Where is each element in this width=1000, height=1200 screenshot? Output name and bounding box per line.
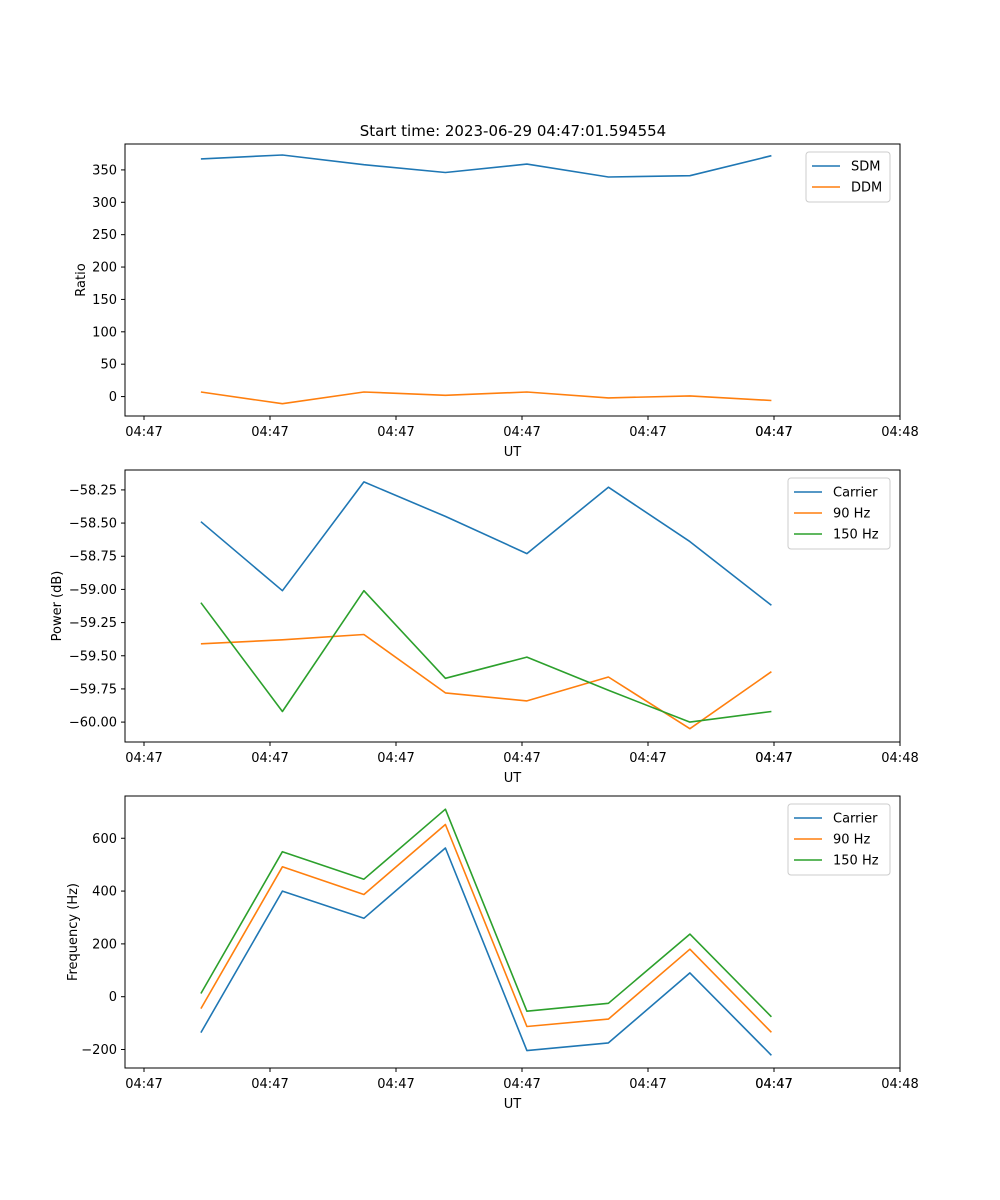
y-tick-label: 0: [109, 390, 117, 405]
plot-frame: [124, 795, 901, 1069]
y-tick-label: −58.50: [69, 517, 117, 532]
x-tick-label: 04:47: [377, 425, 414, 440]
y-tick-label: −200: [81, 1043, 117, 1058]
y-tick-label: 350: [92, 163, 117, 178]
y-tick-label: 600: [92, 832, 117, 847]
y-tick-label: 200: [92, 261, 117, 276]
y-tick-label: 50: [100, 358, 117, 373]
y-axis-label: Frequency (Hz): [66, 883, 81, 981]
x-tick-label: 04:47: [125, 751, 162, 766]
x-tick-label: 04:47: [755, 751, 792, 766]
y-tick-label: 150: [92, 293, 117, 308]
y-tick-label: 100: [92, 325, 117, 340]
legend-label: Carrier: [833, 812, 878, 827]
x-tick-label: 04:47: [755, 751, 792, 766]
x-tick-label: 04:47: [503, 1077, 540, 1092]
legend-label: 90 Hz: [833, 507, 870, 522]
legend: Carrier 90 Hz 150 Hz: [787, 477, 891, 550]
series-line-sdm: [200, 154, 772, 178]
legend-box: [787, 477, 891, 550]
y-tick-label: −60.00: [69, 716, 117, 731]
legend-label: 150 Hz: [833, 528, 879, 543]
x-tick-label: 04:48: [881, 1077, 918, 1092]
series-line-90-hz: [200, 823, 772, 1033]
x-tick-label: 04:47: [503, 751, 540, 766]
y-tick-label: 0: [109, 990, 117, 1005]
legend-label: DDM: [851, 181, 882, 196]
y-tick-label: −59.50: [69, 649, 117, 664]
series-line-carrier: [200, 481, 772, 606]
x-tick-label: 04:47: [251, 425, 288, 440]
x-tick-label: 04:47: [125, 1077, 162, 1092]
series-line-150-hz: [200, 808, 772, 1018]
plot-frame: [124, 469, 901, 743]
x-axis-label: UT: [504, 1097, 522, 1112]
figure-title: Start time: 2023-06-29 04:47:01.594554: [360, 122, 666, 140]
charts-container: 04:47 04:47 04:47 04:47 04:47 04:47 04:47 04:48…: [50, 143, 919, 1112]
legend: Carrier 90 Hz 150 Hz: [787, 803, 891, 876]
series-line-ddm: [200, 391, 772, 405]
x-axis-label: UT: [504, 771, 522, 786]
x-tick-label: 04:47: [755, 425, 792, 440]
x-axis-label: UT: [504, 445, 522, 460]
x-tick-label: 04:47: [755, 425, 792, 440]
legend-label: Carrier: [833, 486, 878, 501]
x-tick-label: 04:48: [881, 425, 918, 440]
x-tick-label: 04:47: [629, 751, 666, 766]
y-tick-label: −58.25: [69, 483, 117, 498]
y-tick-label: 400: [92, 885, 117, 900]
x-tick-label: 04:47: [125, 425, 162, 440]
y-tick-label: −58.75: [69, 550, 117, 565]
y-tick-label: −59.75: [69, 682, 117, 697]
x-tick-label: 04:47: [503, 425, 540, 440]
y-tick-label: 250: [92, 228, 117, 243]
y-tick-label: 300: [92, 196, 117, 211]
y-tick-label: −59.25: [69, 616, 117, 631]
y-tick-label: 200: [92, 937, 117, 952]
legend-box: [787, 803, 891, 876]
x-tick-label: 04:47: [251, 1077, 288, 1092]
x-tick-label: 04:47: [377, 751, 414, 766]
x-tick-label: 04:47: [755, 1077, 792, 1092]
series-line-90-hz: [200, 633, 772, 730]
x-tick-label: 04:47: [755, 1077, 792, 1092]
plot-frame: [124, 143, 901, 417]
legend-label: SDM: [851, 160, 880, 175]
x-tick-label: 04:47: [629, 1077, 666, 1092]
y-tick-label: −59.00: [69, 583, 117, 598]
x-tick-label: 04:47: [377, 1077, 414, 1092]
y-axis-label: Power (dB): [50, 571, 65, 642]
series-line-carrier: [200, 847, 772, 1056]
x-tick-label: 04:47: [629, 425, 666, 440]
legend-label: 150 Hz: [833, 854, 879, 869]
x-tick-label: 04:48: [881, 751, 918, 766]
legend-box: [805, 151, 891, 203]
x-tick-label: 04:47: [251, 751, 288, 766]
y-axis-label: Ratio: [74, 263, 89, 296]
legend: SDM DDM: [805, 151, 891, 203]
series-line-150-hz: [200, 589, 772, 723]
legend-label: 90 Hz: [833, 833, 870, 848]
